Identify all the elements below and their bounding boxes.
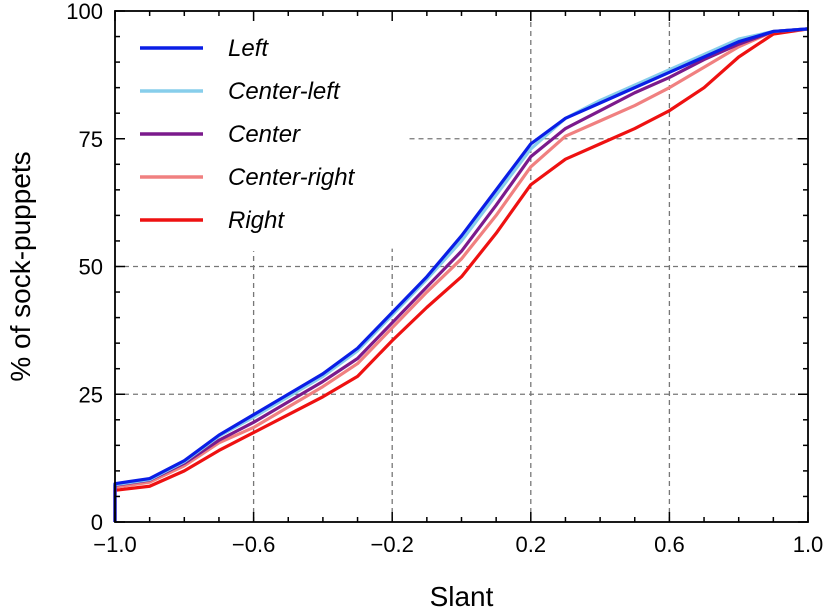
legend-label: Left xyxy=(228,35,269,62)
x-tick-label: 0.6 xyxy=(654,532,685,557)
series-line-center xyxy=(113,27,809,522)
legend-label: Right xyxy=(228,207,285,234)
series-line-right xyxy=(113,27,809,522)
y-tick-label: 100 xyxy=(66,0,103,24)
x-tick-label: −0.2 xyxy=(370,532,413,557)
series-line-center-right xyxy=(113,27,809,522)
x-axis-title: Slant xyxy=(430,581,494,612)
legend-label: Center-right xyxy=(228,164,356,191)
y-tick-label: 0 xyxy=(91,510,103,535)
y-tick-label: 50 xyxy=(79,255,103,280)
y-tick-label: 25 xyxy=(79,382,103,407)
legend-label: Center xyxy=(228,121,301,148)
x-tick-label: −0.6 xyxy=(232,532,275,557)
x-tick-label: 0.2 xyxy=(516,532,547,557)
series-line-left xyxy=(113,27,809,522)
y-tick-label: 75 xyxy=(79,127,103,152)
x-tick-label: −1.0 xyxy=(93,532,136,557)
x-tick-label: 1.0 xyxy=(793,532,824,557)
y-axis-title: % of sock-puppets xyxy=(5,151,36,381)
legend-label: Center-left xyxy=(228,78,341,105)
